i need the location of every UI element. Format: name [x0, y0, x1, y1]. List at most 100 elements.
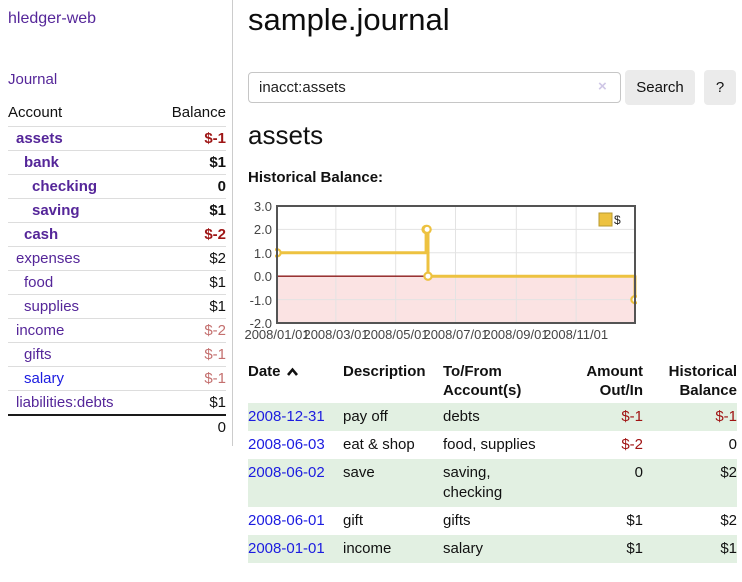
transaction-amount: $1: [626, 540, 643, 557]
date-column-header[interactable]: Date: [248, 359, 343, 403]
account-balance: 0: [152, 174, 226, 199]
account-row: income $-2: [8, 318, 226, 343]
sidebar-account-income[interactable]: income: [8, 318, 153, 343]
sidebar-account-expenses[interactable]: expenses: [8, 246, 153, 271]
account-tree-body: assets $-1 bank $1 checking 0 saving $1 cash $-2 e…: [8, 126, 226, 415]
sidebar-account-assets[interactable]: assets: [8, 126, 153, 151]
transaction-date-link[interactable]: 2008-12-31: [248, 408, 325, 425]
transaction-description: pay off: [343, 408, 388, 425]
account-row: saving $1: [8, 198, 226, 223]
y-axis-tick-label: 1.0: [253, 246, 272, 261]
account-row: assets $-1: [8, 126, 226, 151]
account-column-header: Account: [8, 104, 63, 121]
account-balance: $1: [152, 198, 226, 223]
sidebar-item-journal[interactable]: Journal: [8, 71, 58, 88]
account-row: checking 0: [8, 174, 226, 199]
transaction-balance: $2: [720, 512, 737, 529]
balance-column-header: Historical Balance: [668, 363, 737, 399]
x-axis-tick-label: 2008/03/01: [303, 327, 369, 342]
register-body: 2008-12-31 pay off debts $-1 $-1 2008-06-03 ea…: [248, 403, 737, 563]
sidebar-account-bank[interactable]: bank: [8, 150, 153, 175]
transaction-date-link[interactable]: 2008-06-01: [248, 512, 325, 529]
sidebar: hledger-web Journal Account Balance asse…: [0, 0, 233, 446]
transaction-balance: $1: [720, 540, 737, 557]
transaction-row[interactable]: 2008-06-02 save saving, checking 0 $2: [248, 459, 737, 507]
transaction-row[interactable]: 2008-06-01 gift gifts $1 $2: [248, 507, 737, 535]
sidebar-account-gifts[interactable]: gifts: [8, 342, 153, 367]
account-balance: $-1: [152, 126, 226, 151]
x-axis-tick-label: 2008/09/01: [483, 327, 549, 342]
sidebar-account-saving[interactable]: saving: [8, 198, 153, 223]
transaction-balance: 0: [728, 436, 737, 453]
account-heading: assets: [248, 120, 324, 150]
account-row: expenses $2: [8, 246, 226, 271]
account-row: cash $-2: [8, 222, 226, 247]
clear-search-icon[interactable]: ×: [598, 78, 607, 95]
transaction-row[interactable]: 2008-12-31 pay off debts $-1 $-1: [248, 403, 737, 431]
account-tree-header-row: Account Balance: [8, 101, 226, 127]
search-bar: × Search ?: [248, 70, 742, 106]
transaction-date-link[interactable]: 2008-01-01: [248, 540, 325, 557]
account-tree: Account Balance assets $-1 bank $1 checking 0…: [8, 101, 226, 439]
help-button[interactable]: ?: [704, 70, 736, 105]
x-axis-tick-label: 2008/05/01: [363, 327, 429, 342]
account-balance: $-2: [152, 318, 226, 343]
sidebar-account-salary[interactable]: salary: [8, 366, 153, 391]
transaction-description: gift: [343, 512, 364, 529]
x-axis-tick-label: 2008/11/01: [543, 327, 609, 342]
y-axis-tick-label: 0.0: [253, 269, 272, 284]
account-row: supplies $1: [8, 294, 226, 319]
transaction-date-link[interactable]: 2008-06-02: [248, 464, 325, 481]
account-balance: $2: [152, 246, 226, 271]
transaction-row[interactable]: 2008-06-03 eat & shop food, supplies $-2 0: [248, 431, 737, 459]
main-content: sample.journal × Search ? assets Histori…: [244, 0, 742, 582]
register-table: Date Description To/From Account(s) Amou…: [248, 359, 737, 563]
legend-label: $: [614, 213, 621, 227]
historical-balance-chart: $3.0 2.0 1.0 0.0 -1.0 -2.0 2008/01/01 2008/03/0…: [244, 199, 708, 354]
account-row: bank $1: [8, 150, 226, 175]
search-button[interactable]: Search: [625, 70, 695, 105]
account-row: salary $-1: [8, 366, 226, 391]
account-balance: $1: [152, 270, 226, 295]
transaction-balance: $2: [720, 464, 737, 481]
total-spacer: [8, 414, 153, 439]
transaction-accounts: salary: [443, 540, 484, 557]
y-axis-tick-label: 3.0: [253, 199, 272, 214]
sidebar-account-liabilities-debts[interactable]: liabilities:debts: [8, 390, 153, 415]
account-balance: $1: [152, 390, 226, 415]
account-row: food $1: [8, 270, 226, 295]
total-balance: 0: [152, 414, 226, 439]
x-axis-tick-label: 2008/07/01: [423, 327, 489, 342]
sidebar-account-checking[interactable]: checking: [8, 174, 153, 199]
amount-column-header: Amount Out/In: [586, 363, 643, 399]
account-tree-total-row: 0: [8, 414, 226, 439]
transaction-description: save: [343, 464, 375, 481]
y-axis-tick-label: -1.0: [249, 293, 272, 308]
legend-swatch: [598, 212, 613, 227]
accounts-column-header: To/From Account(s): [443, 363, 522, 399]
transaction-amount: $-2: [621, 436, 643, 453]
description-column-header: Description: [343, 363, 426, 380]
chart-plot-area: $: [275, 205, 637, 324]
register-header-row: Date Description To/From Account(s) Amou…: [248, 359, 737, 403]
x-axis-tick-label: 2008/01/01: [244, 327, 310, 342]
transaction-description: income: [343, 540, 392, 557]
y-axis-tick-label: 2.0: [253, 222, 272, 237]
account-balance: $-2: [152, 222, 226, 247]
balance-column-header: Balance: [171, 104, 226, 121]
transaction-date-link[interactable]: 2008-06-03: [248, 436, 325, 453]
transaction-description: eat & shop: [343, 436, 415, 453]
account-row: liabilities:debts $1: [8, 390, 226, 415]
sidebar-account-food[interactable]: food: [8, 270, 153, 295]
sidebar-account-supplies[interactable]: supplies: [8, 294, 153, 319]
sidebar-account-cash[interactable]: cash: [8, 222, 153, 247]
transaction-amount: $-1: [621, 408, 643, 425]
transaction-accounts: debts: [443, 408, 480, 425]
page-title: sample.journal: [248, 2, 450, 37]
account-row: gifts $-1: [8, 342, 226, 367]
transaction-amount: 0: [634, 464, 643, 481]
search-input[interactable]: [248, 72, 621, 103]
account-balance: $1: [152, 294, 226, 319]
transaction-row[interactable]: 2008-01-01 income salary $1 $1: [248, 535, 737, 563]
app-brand-link[interactable]: hledger-web: [8, 10, 97, 27]
